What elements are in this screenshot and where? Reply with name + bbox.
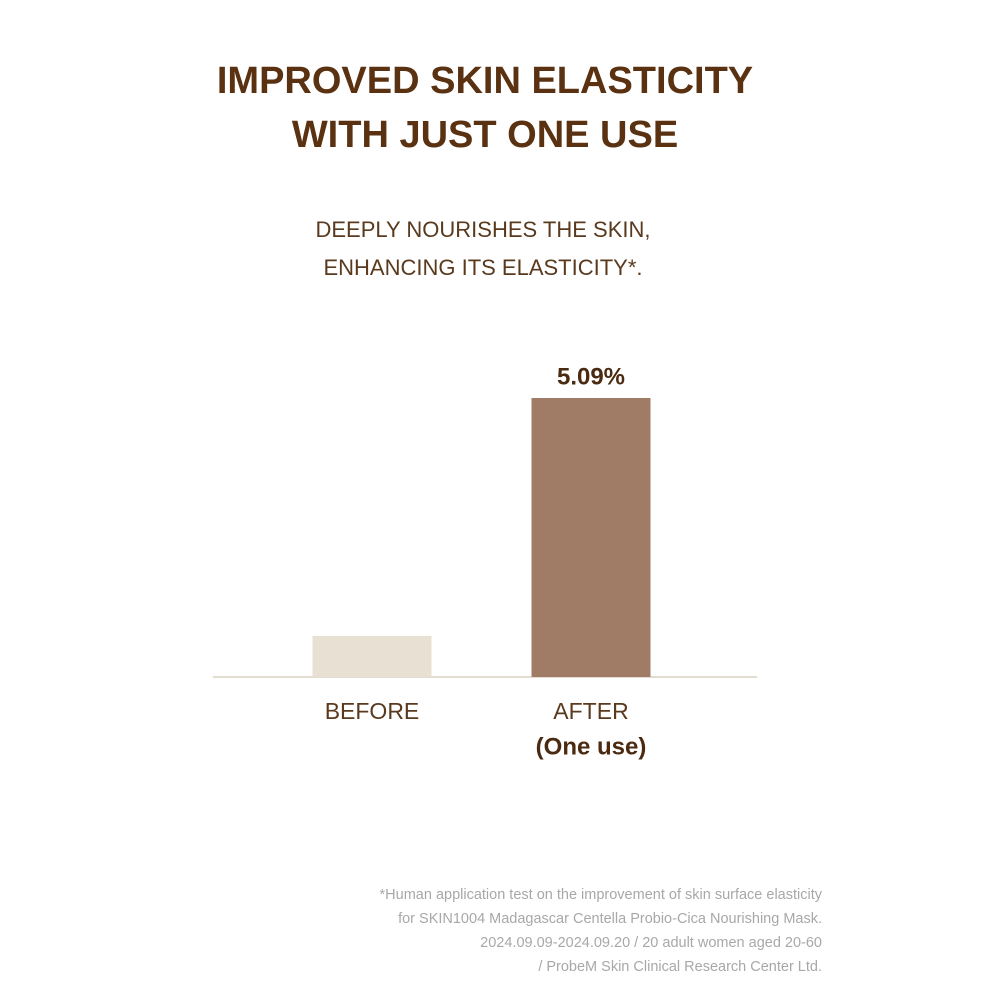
footnote: *Human application test on the improveme… xyxy=(380,887,823,903)
chart-title: IMPROVED SKIN ELASTICITY xyxy=(217,60,753,102)
x-tick-label: BEFORE xyxy=(325,698,420,724)
bar xyxy=(531,398,651,677)
footnote: 2024.09.09-2024.09.20 / 20 adult women a… xyxy=(480,935,822,951)
x-tick-label: AFTER xyxy=(553,698,628,724)
chart-subtitle: DEEPLY NOURISHES THE SKIN, xyxy=(316,217,651,242)
bar xyxy=(312,635,432,677)
footnote: for SKIN1004 Madagascar Centella Probio-… xyxy=(398,911,822,927)
chart-subtitle: ENHANCING ITS ELASTICITY*. xyxy=(323,255,642,280)
chart-title: WITH JUST ONE USE xyxy=(292,114,678,156)
value-label: 5.09% xyxy=(557,363,625,390)
footnote: / ProbeM Skin Clinical Research Center L… xyxy=(538,959,822,975)
x-tick-sublabel: (One use) xyxy=(536,733,647,760)
